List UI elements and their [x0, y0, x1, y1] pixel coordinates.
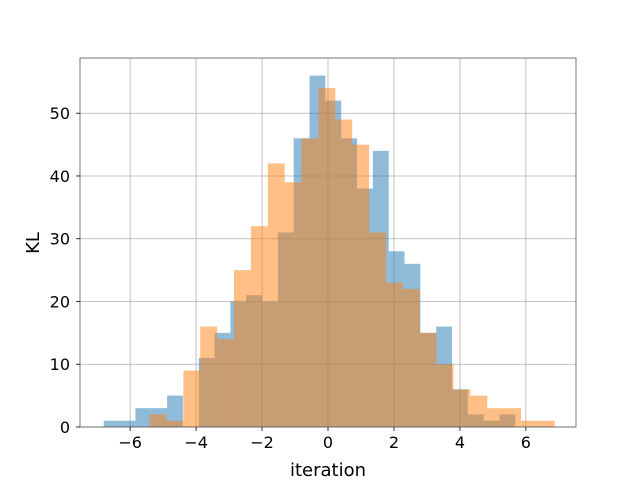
y-tick-label: 20 — [50, 292, 70, 311]
y-tick-label: 10 — [50, 355, 70, 374]
histogram-bar — [234, 270, 251, 427]
histogram-bar — [250, 226, 268, 427]
x-tick-label: −2 — [250, 433, 274, 452]
histogram-bar — [301, 138, 319, 427]
histogram-bar — [453, 389, 471, 427]
x-tick-label: 2 — [389, 433, 399, 452]
histogram-bar — [318, 88, 336, 428]
histogram-bar — [436, 364, 454, 427]
histogram-bar — [217, 339, 235, 427]
y-axis-ticks: 0 10 20 30 40 50 — [50, 104, 80, 437]
series-1-bars — [149, 88, 555, 428]
histogram-bar — [521, 420, 538, 427]
histogram-bar — [470, 395, 488, 427]
histogram-bar — [267, 163, 285, 427]
histogram-bar — [402, 288, 420, 427]
x-axis-ticks: −6 −4 −2 0 2 4 6 — [118, 427, 531, 452]
histogram-bar — [103, 420, 120, 427]
histogram-bar — [149, 414, 167, 427]
x-tick-label: −6 — [118, 433, 142, 452]
histogram-bar — [487, 408, 505, 427]
x-tick-label: 6 — [521, 433, 531, 452]
histogram-bars — [103, 75, 555, 428]
histogram-bar — [352, 144, 370, 427]
x-tick-label: 0 — [323, 433, 333, 452]
y-tick-label: 30 — [50, 230, 70, 249]
y-tick-label: 40 — [50, 167, 70, 186]
histogram-bar — [166, 420, 184, 427]
histogram-bar — [335, 119, 353, 427]
y-axis-label: KL — [23, 232, 44, 254]
histogram-bar — [135, 408, 152, 427]
x-axis-label: iteration — [290, 460, 366, 480]
histogram-bar — [200, 326, 218, 427]
histogram-bar — [167, 395, 183, 427]
histogram-bar — [537, 420, 555, 427]
histogram-bar — [183, 370, 201, 427]
x-tick-label: 4 — [455, 433, 465, 452]
x-tick-label: −4 — [184, 433, 208, 452]
histogram-bar — [369, 232, 386, 427]
histogram-bar — [419, 332, 437, 427]
y-tick-label: 0 — [60, 418, 70, 437]
histogram-bar — [284, 182, 302, 427]
histogram-bar — [119, 420, 136, 427]
histogram-bar — [385, 282, 403, 427]
histogram-bar — [504, 408, 522, 427]
y-tick-label: 50 — [50, 104, 70, 123]
